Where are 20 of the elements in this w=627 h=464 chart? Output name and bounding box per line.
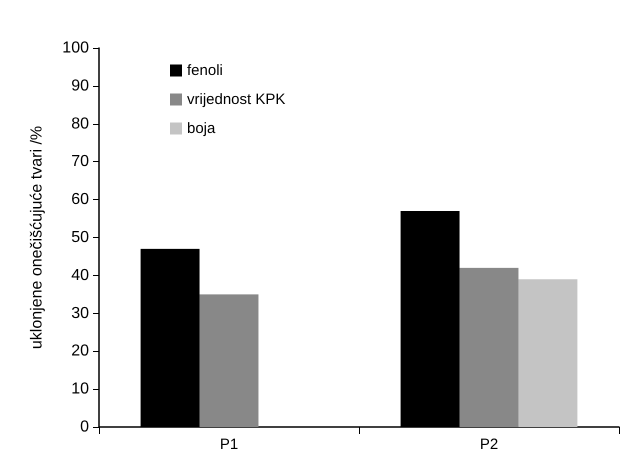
x-tick-label: P1 (220, 436, 238, 453)
y-tick-label: 50 (71, 229, 90, 246)
bar (460, 268, 518, 427)
y-tick-label: 40 (71, 266, 90, 284)
legend-label: fenoli (187, 62, 223, 79)
y-tick-label: 0 (80, 418, 90, 436)
x-tick-label: P2 (480, 436, 498, 453)
legend-label: boja (187, 120, 216, 137)
y-tick-label: 80 (71, 115, 90, 132)
y-tick-label: 10 (71, 380, 90, 398)
y-tick-label: 70 (71, 153, 90, 170)
legend-label: vrijednost KPK (187, 91, 286, 108)
bar (518, 279, 578, 427)
y-tick-label: 100 (62, 40, 90, 56)
y-tick-label: 30 (71, 304, 90, 322)
y-axis-title: uklonjene onečišćujuće tvari /% (28, 126, 46, 350)
y-tick-label: 60 (71, 191, 90, 208)
y-tick-label: 20 (71, 342, 90, 360)
bar (200, 294, 258, 427)
y-tick-label: 90 (71, 77, 90, 94)
